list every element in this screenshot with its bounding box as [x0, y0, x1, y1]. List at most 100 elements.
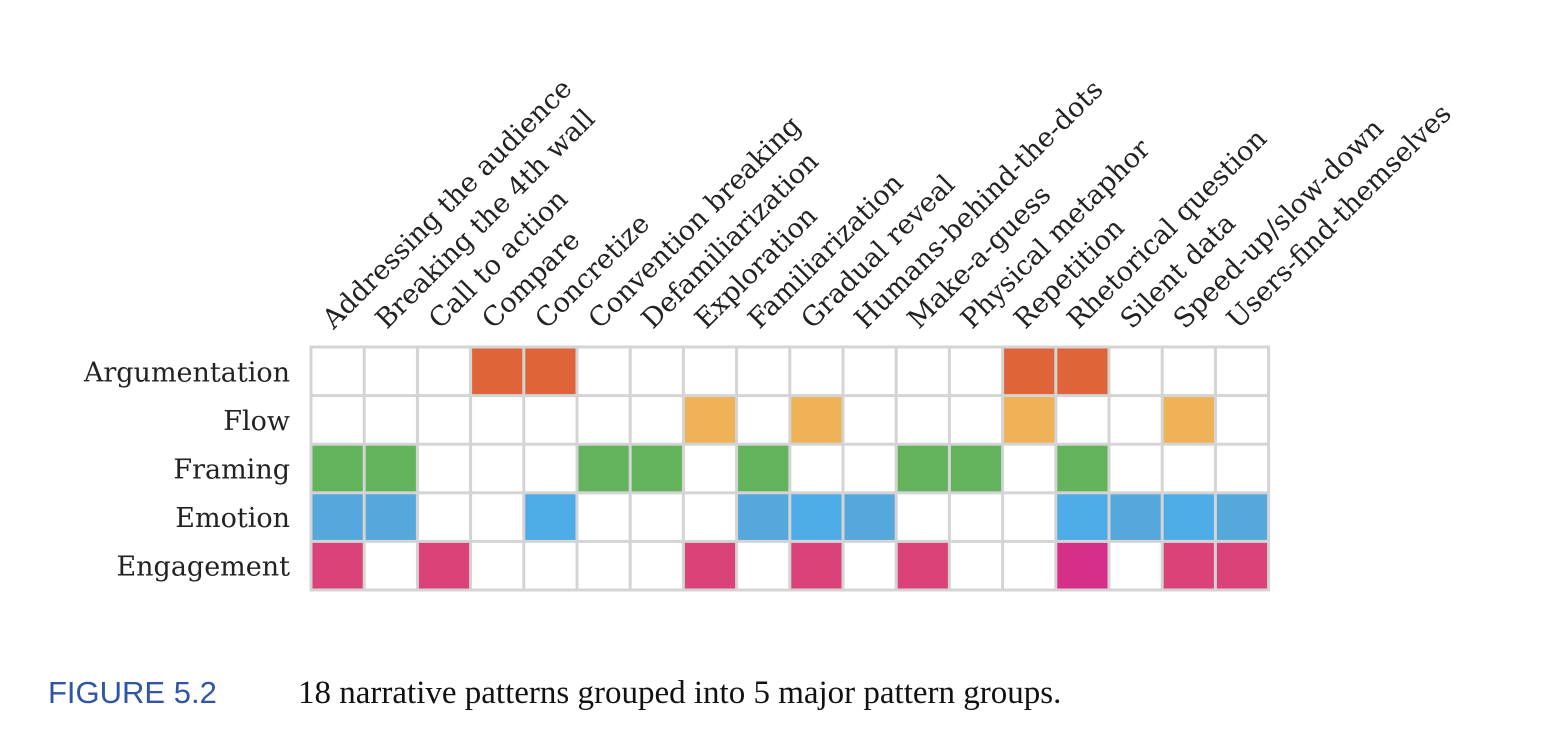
- cell-flow-15: [1110, 397, 1161, 443]
- row-label: Argumentation: [83, 357, 290, 388]
- cell-argumentation-5: [578, 348, 629, 395]
- cell-emotion-11: [897, 494, 948, 540]
- cell-flow-4: [525, 397, 576, 443]
- cell-flow-5: [578, 397, 629, 443]
- cell-engagement-9: [791, 542, 842, 589]
- cell-emotion-13: [1004, 494, 1055, 540]
- cell-flow-17: [1216, 397, 1268, 443]
- cell-framing-0: [312, 445, 363, 492]
- cell-emotion-7: [684, 494, 736, 540]
- cell-flow-7: [684, 397, 736, 443]
- cell-framing-10: [844, 445, 895, 492]
- cell-engagement-16: [1163, 542, 1214, 589]
- cell-emotion-8: [738, 494, 789, 540]
- cell-engagement-0: [312, 542, 363, 589]
- cell-engagement-4: [525, 542, 576, 589]
- cell-argumentation-12: [950, 348, 1002, 395]
- cell-argumentation-11: [897, 348, 948, 395]
- cell-engagement-17: [1216, 542, 1268, 589]
- cell-framing-15: [1110, 445, 1161, 492]
- row-label: Emotion: [175, 503, 290, 534]
- cell-argumentation-7: [684, 348, 736, 395]
- cell-engagement-3: [472, 542, 523, 589]
- cell-argumentation-15: [1110, 348, 1161, 395]
- cell-framing-3: [472, 445, 523, 492]
- cell-emotion-12: [950, 494, 1002, 540]
- cell-emotion-9: [791, 494, 842, 540]
- cell-emotion-2: [418, 494, 470, 540]
- cell-engagement-6: [631, 542, 682, 589]
- cell-engagement-15: [1110, 542, 1161, 589]
- cell-engagement-14: [1057, 542, 1108, 589]
- cell-argumentation-6: [631, 348, 682, 395]
- cell-engagement-7: [684, 542, 736, 589]
- cell-argumentation-9: [791, 348, 842, 395]
- cell-flow-2: [418, 397, 470, 443]
- cell-framing-14: [1057, 445, 1108, 492]
- cell-framing-2: [418, 445, 470, 492]
- column-label: Speed-up/slow-down: [1168, 113, 1390, 335]
- cell-engagement-1: [365, 542, 416, 589]
- cell-flow-16: [1163, 397, 1214, 443]
- cell-emotion-10: [844, 494, 895, 540]
- cell-engagement-12: [950, 542, 1002, 589]
- cell-emotion-14: [1057, 494, 1108, 540]
- cell-emotion-6: [631, 494, 682, 540]
- cell-engagement-13: [1004, 542, 1055, 589]
- cell-framing-4: [525, 445, 576, 492]
- cell-emotion-0: [312, 494, 363, 540]
- cell-flow-1: [365, 397, 416, 443]
- cell-engagement-5: [578, 542, 629, 589]
- cell-flow-3: [472, 397, 523, 443]
- cell-framing-12: [950, 445, 1002, 492]
- cell-argumentation-17: [1216, 348, 1268, 395]
- cell-emotion-5: [578, 494, 629, 540]
- grid-background: [309, 345, 1271, 592]
- cell-framing-16: [1163, 445, 1214, 492]
- cell-framing-11: [897, 445, 948, 492]
- cell-engagement-8: [738, 542, 789, 589]
- cell-emotion-4: [525, 494, 576, 540]
- figure-label: FIGURE 5.2: [48, 675, 217, 710]
- cell-flow-13: [1004, 397, 1055, 443]
- cell-flow-0: [312, 397, 363, 443]
- cell-argumentation-8: [738, 348, 789, 395]
- cell-flow-11: [897, 397, 948, 443]
- cell-emotion-16: [1163, 494, 1214, 540]
- cell-argumentation-4: [525, 348, 576, 395]
- cell-emotion-3: [472, 494, 523, 540]
- cell-framing-7: [684, 445, 736, 492]
- cell-engagement-11: [897, 542, 948, 589]
- cell-argumentation-3: [472, 348, 523, 395]
- cell-flow-9: [791, 397, 842, 443]
- cell-framing-5: [578, 445, 629, 492]
- cell-framing-13: [1004, 445, 1055, 492]
- cell-framing-6: [631, 445, 682, 492]
- cell-engagement-10: [844, 542, 895, 589]
- cell-argumentation-14: [1057, 348, 1108, 395]
- cell-argumentation-16: [1163, 348, 1214, 395]
- cell-framing-17: [1216, 445, 1268, 492]
- cell-argumentation-0: [312, 348, 363, 395]
- cell-framing-1: [365, 445, 416, 492]
- row-label: Framing: [173, 455, 290, 486]
- cell-flow-6: [631, 397, 682, 443]
- row-label: Engagement: [116, 552, 290, 583]
- cell-framing-8: [738, 445, 789, 492]
- cell-engagement-2: [418, 542, 470, 589]
- cell-emotion-1: [365, 494, 416, 540]
- cell-flow-14: [1057, 397, 1108, 443]
- cell-framing-9: [791, 445, 842, 492]
- figure-caption: 18 narrative patterns grouped into 5 maj…: [298, 675, 1061, 711]
- cell-emotion-17: [1216, 494, 1268, 540]
- cell-argumentation-2: [418, 348, 470, 395]
- cell-argumentation-10: [844, 348, 895, 395]
- cell-flow-10: [844, 397, 895, 443]
- cell-argumentation-13: [1004, 348, 1055, 395]
- cell-flow-8: [738, 397, 789, 443]
- row-label: Flow: [223, 406, 290, 437]
- cell-argumentation-1: [365, 348, 416, 395]
- cell-flow-12: [950, 397, 1002, 443]
- cell-emotion-15: [1110, 494, 1161, 540]
